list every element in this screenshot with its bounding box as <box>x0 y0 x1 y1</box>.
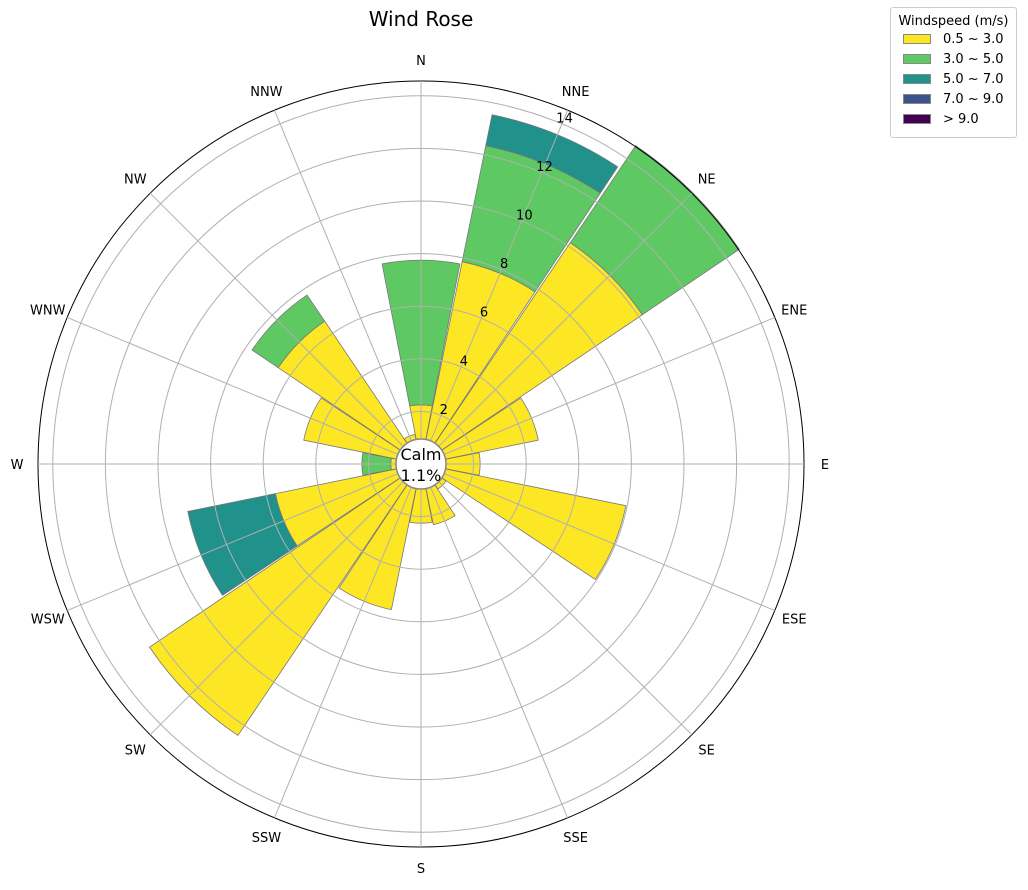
direction-label-NE: NE <box>698 172 716 187</box>
direction-label-SW: SW <box>125 744 146 759</box>
legend-swatch <box>903 54 931 64</box>
calm-value: 1.1% <box>401 466 442 485</box>
calm-label: Calm <box>400 445 441 464</box>
legend-label: > 9.0 <box>943 111 979 127</box>
direction-label-S: S <box>417 862 425 877</box>
legend: Windspeed (m/s) 0.5 ~ 3.0 3.0 ~ 5.0 5.0 ~ … <box>890 7 1017 138</box>
legend-label: 3.0 ~ 5.0 <box>943 51 1004 67</box>
direction-label-SSW: SSW <box>252 831 282 846</box>
legend-entry: 0.5 ~ 3.0 <box>891 29 1016 49</box>
grid-spoke <box>420 192 693 465</box>
direction-label-ENE: ENE <box>781 303 807 318</box>
direction-label-WNW: WNW <box>30 303 66 318</box>
radial-tick-label: 8 <box>500 257 508 272</box>
radial-tick-label: 12 <box>536 160 553 175</box>
bar-WSW-bin-2 <box>187 493 298 596</box>
legend-swatch <box>903 74 931 84</box>
legend-label: 7.0 ~ 9.0 <box>943 91 1004 107</box>
direction-label-N: N <box>416 54 426 69</box>
direction-label-W: W <box>11 458 24 473</box>
calm-circle <box>395 438 447 490</box>
legend-entry: > 9.0 <box>891 109 1016 129</box>
radial-tick-label: 10 <box>516 209 533 224</box>
radial-tick-label: 14 <box>556 111 573 126</box>
direction-label-WSW: WSW <box>31 613 65 628</box>
grid-spoke <box>273 463 422 819</box>
direction-label-NW: NW <box>124 172 147 187</box>
grid-spoke <box>420 316 776 465</box>
legend-entry: 5.0 ~ 7.0 <box>891 69 1016 89</box>
grid-spoke <box>273 109 422 465</box>
direction-label-ESE: ESE <box>782 613 807 628</box>
bar-NNE-bin-2 <box>485 114 619 194</box>
legend-swatch <box>903 94 931 104</box>
grid-spoke <box>420 463 776 612</box>
direction-label-E: E <box>821 458 829 473</box>
grid-spoke <box>420 463 569 819</box>
chart-title: Wind Rose <box>369 7 474 31</box>
legend-label: 0.5 ~ 3.0 <box>943 31 1004 47</box>
legend-title: Windspeed (m/s) <box>898 14 1009 29</box>
legend-entry: 3.0 ~ 5.0 <box>891 49 1016 69</box>
radial-tick-label: 4 <box>460 354 468 369</box>
grid-spoke <box>66 463 422 612</box>
radial-tick-label: 2 <box>440 403 448 418</box>
legend-swatch <box>903 34 931 44</box>
radial-tick-label: 6 <box>480 306 488 321</box>
legend-entry: 7.0 ~ 9.0 <box>891 89 1016 109</box>
grid-spoke <box>420 109 569 465</box>
grid-spoke <box>66 316 422 465</box>
grid-spoke <box>149 463 422 736</box>
grid-spoke <box>420 463 693 736</box>
grid-spoke <box>149 192 422 465</box>
legend-swatch <box>903 114 931 124</box>
legend-label: 5.0 ~ 7.0 <box>943 71 1004 87</box>
direction-label-NNE: NNE <box>562 85 590 100</box>
direction-label-SSE: SSE <box>563 831 588 846</box>
direction-label-NNW: NNW <box>250 85 282 100</box>
direction-label-SE: SE <box>698 744 714 759</box>
